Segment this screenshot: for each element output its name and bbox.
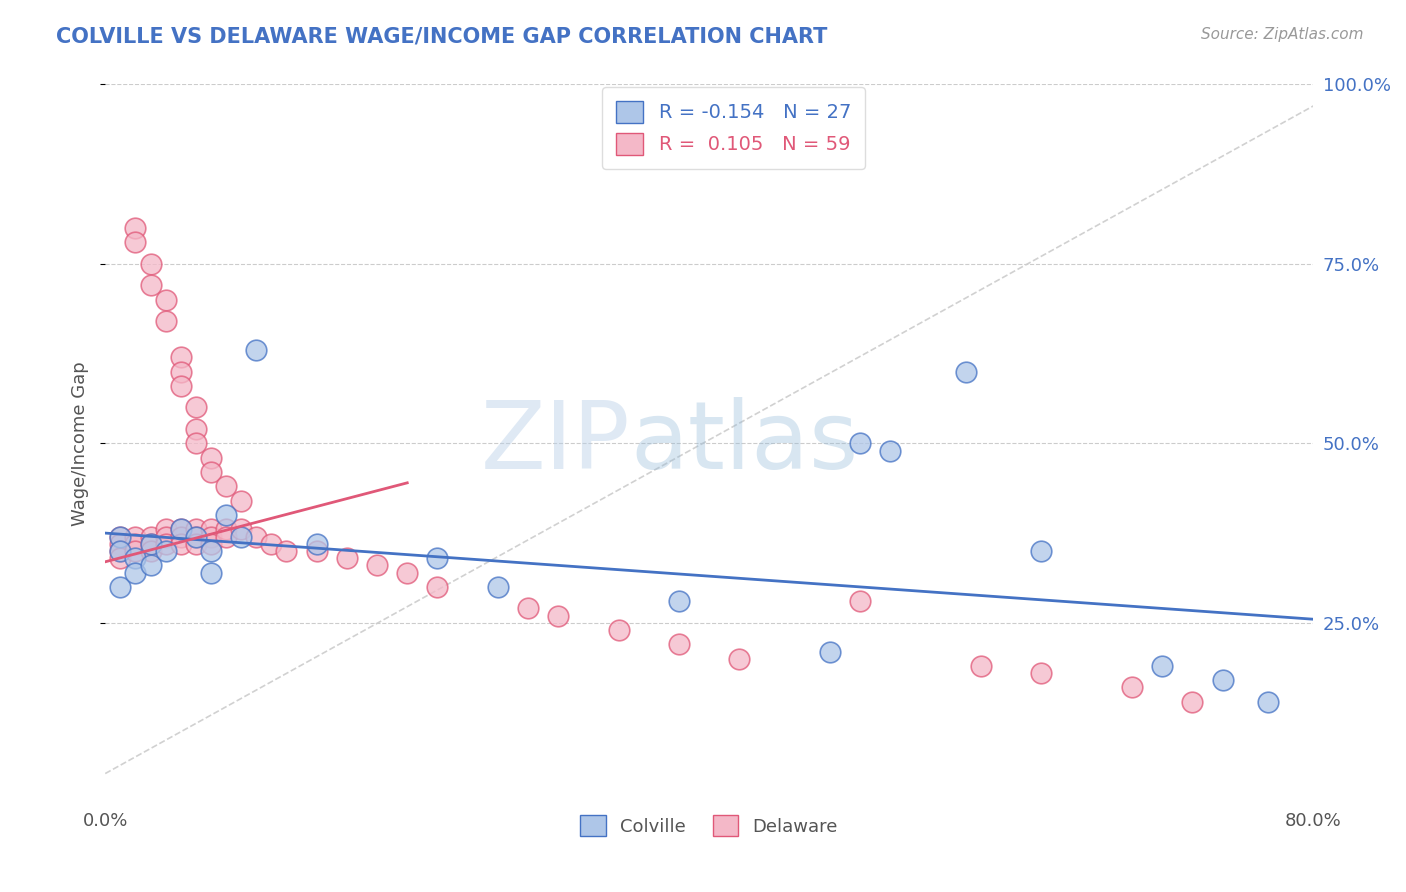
- Point: [184, 401, 207, 415]
- Point: [139, 544, 162, 558]
- Point: [245, 530, 267, 544]
- Point: [970, 659, 993, 673]
- Point: [155, 537, 177, 551]
- Point: [668, 637, 690, 651]
- Point: [170, 537, 193, 551]
- Point: [110, 551, 132, 566]
- Point: [879, 443, 901, 458]
- Point: [245, 343, 267, 357]
- Point: [155, 530, 177, 544]
- Point: [170, 350, 193, 364]
- Point: [139, 257, 162, 271]
- Point: [184, 523, 207, 537]
- Point: [215, 523, 238, 537]
- Point: [1121, 681, 1143, 695]
- Point: [170, 530, 193, 544]
- Point: [818, 644, 841, 658]
- Point: [200, 537, 222, 551]
- Text: ZIP: ZIP: [481, 397, 631, 490]
- Text: Source: ZipAtlas.com: Source: ZipAtlas.com: [1201, 27, 1364, 42]
- Point: [305, 537, 328, 551]
- Point: [124, 530, 146, 544]
- Point: [1212, 673, 1234, 688]
- Point: [336, 551, 359, 566]
- Point: [170, 365, 193, 379]
- Point: [110, 530, 132, 544]
- Point: [728, 651, 751, 665]
- Point: [124, 544, 146, 558]
- Point: [170, 379, 193, 393]
- Point: [486, 580, 509, 594]
- Point: [139, 530, 162, 544]
- Point: [155, 544, 177, 558]
- Point: [200, 544, 222, 558]
- Point: [305, 544, 328, 558]
- Point: [110, 580, 132, 594]
- Point: [184, 436, 207, 450]
- Point: [124, 537, 146, 551]
- Point: [215, 508, 238, 523]
- Point: [1152, 659, 1174, 673]
- Point: [184, 422, 207, 436]
- Point: [155, 293, 177, 307]
- Point: [110, 537, 132, 551]
- Point: [170, 523, 193, 537]
- Point: [547, 608, 569, 623]
- Point: [668, 594, 690, 608]
- Legend: Colville, Delaware: Colville, Delaware: [574, 808, 845, 844]
- Point: [184, 537, 207, 551]
- Point: [124, 551, 146, 566]
- Point: [396, 566, 419, 580]
- Point: [139, 278, 162, 293]
- Point: [110, 544, 132, 558]
- Point: [215, 530, 238, 544]
- Point: [366, 558, 388, 573]
- Point: [849, 594, 872, 608]
- Point: [955, 365, 977, 379]
- Point: [200, 465, 222, 479]
- Point: [200, 523, 222, 537]
- Point: [849, 436, 872, 450]
- Point: [184, 530, 207, 544]
- Point: [170, 523, 193, 537]
- Point: [607, 623, 630, 637]
- Point: [1031, 666, 1053, 681]
- Point: [124, 566, 146, 580]
- Point: [215, 479, 238, 493]
- Text: atlas: atlas: [631, 397, 859, 490]
- Point: [155, 314, 177, 328]
- Point: [229, 523, 252, 537]
- Point: [229, 493, 252, 508]
- Y-axis label: Wage/Income Gap: Wage/Income Gap: [72, 361, 89, 525]
- Point: [184, 530, 207, 544]
- Point: [426, 551, 449, 566]
- Point: [139, 558, 162, 573]
- Point: [110, 530, 132, 544]
- Point: [200, 566, 222, 580]
- Point: [200, 450, 222, 465]
- Point: [1031, 544, 1053, 558]
- Point: [1181, 695, 1204, 709]
- Point: [139, 537, 162, 551]
- Text: COLVILLE VS DELAWARE WAGE/INCOME GAP CORRELATION CHART: COLVILLE VS DELAWARE WAGE/INCOME GAP COR…: [56, 27, 828, 46]
- Point: [229, 530, 252, 544]
- Point: [426, 580, 449, 594]
- Point: [110, 544, 132, 558]
- Point: [260, 537, 283, 551]
- Point: [155, 523, 177, 537]
- Point: [517, 601, 540, 615]
- Point: [139, 537, 162, 551]
- Point: [124, 235, 146, 250]
- Point: [124, 221, 146, 235]
- Point: [276, 544, 298, 558]
- Point: [200, 530, 222, 544]
- Point: [1257, 695, 1279, 709]
